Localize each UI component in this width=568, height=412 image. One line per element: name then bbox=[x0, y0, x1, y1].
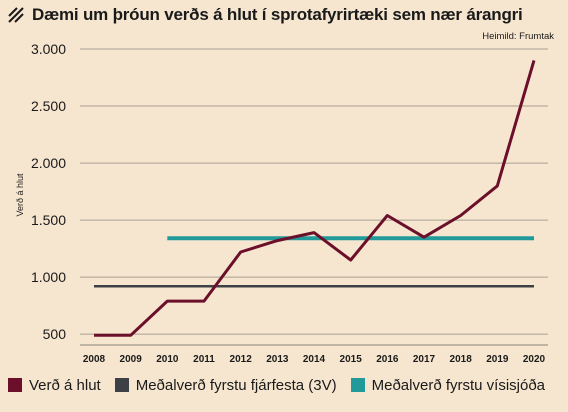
legend-item-share-price: Verð á hlut bbox=[8, 377, 101, 394]
y-tick-label: 2.000 bbox=[31, 155, 66, 171]
legend-swatch-first-investors bbox=[114, 378, 129, 392]
legend-label-vc-funds: Meðalverð fyrstu vísisjóða bbox=[371, 376, 546, 394]
legend-swatch-vc-funds bbox=[350, 378, 365, 392]
x-tick-label: 2016 bbox=[376, 354, 399, 365]
y-tick-label: 2.500 bbox=[31, 98, 66, 114]
legend-swatch-share-price bbox=[8, 378, 22, 392]
chart-legend: Verð á hlut Meðalverð fyrstu fjárfesta (… bbox=[8, 373, 564, 397]
y-tick-label: 1.500 bbox=[31, 212, 66, 228]
x-tick-label: 2008 bbox=[83, 354, 106, 365]
x-tick-label: 2014 bbox=[303, 354, 326, 365]
y-tick-label: 500 bbox=[43, 326, 67, 342]
x-tick-label: 2020 bbox=[523, 354, 546, 365]
x-tick-label: 2009 bbox=[120, 354, 143, 365]
y-tick-label: 1.000 bbox=[31, 269, 66, 285]
y-axis-label: Verð á hlut bbox=[15, 173, 25, 217]
x-tick-label: 2013 bbox=[266, 354, 289, 365]
x-tick-label: 2018 bbox=[450, 354, 473, 365]
chart-source: Heimild: Frumtak bbox=[482, 31, 554, 42]
x-tick-label: 2017 bbox=[413, 354, 436, 365]
legend-item-first-investors: Meðalverð fyrstu fjárfesta (3V) bbox=[114, 376, 337, 394]
legend-label-first-investors: Meðalverð fyrstu fjárfesta (3V) bbox=[135, 376, 337, 394]
x-tick-label: 2015 bbox=[340, 354, 363, 365]
x-tick-label: 2019 bbox=[486, 354, 509, 365]
x-tick-label: 2012 bbox=[230, 354, 253, 365]
y-tick-label: 3.000 bbox=[31, 41, 66, 57]
hatch-icon bbox=[8, 7, 24, 23]
x-tick-label: 2011 bbox=[193, 354, 215, 365]
chart-title: Dæmi um þróun verðs á hlut í sprotafyrir… bbox=[32, 5, 523, 24]
series-line-share-price bbox=[94, 59, 536, 337]
chart-header: Dæmi um þróun verðs á hlut í sprotafyrir… bbox=[8, 4, 564, 26]
legend-item-vc-funds: Meðalverð fyrstu vísisjóða bbox=[350, 376, 546, 394]
legend-label-share-price: Verð á hlut bbox=[29, 376, 101, 394]
x-tick-label: 2010 bbox=[156, 354, 179, 365]
